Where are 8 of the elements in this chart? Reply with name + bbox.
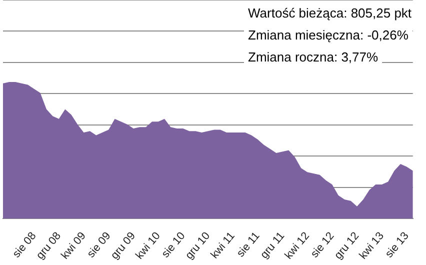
text: Wartość bieżąca: 805,25 pkt xyxy=(248,6,412,21)
x-tick-label: sie 12 xyxy=(308,230,337,260)
x-tick-label: sie 13 xyxy=(383,230,412,260)
x-tick-label: kwi 11 xyxy=(208,230,238,262)
text: Zmiana miesięczna: -0,26% xyxy=(248,28,409,43)
x-tick-label: sie 11 xyxy=(234,230,262,260)
x-tick-label: sie 08 xyxy=(10,230,39,260)
text: Zmiana roczna: 3,77% xyxy=(248,50,379,65)
